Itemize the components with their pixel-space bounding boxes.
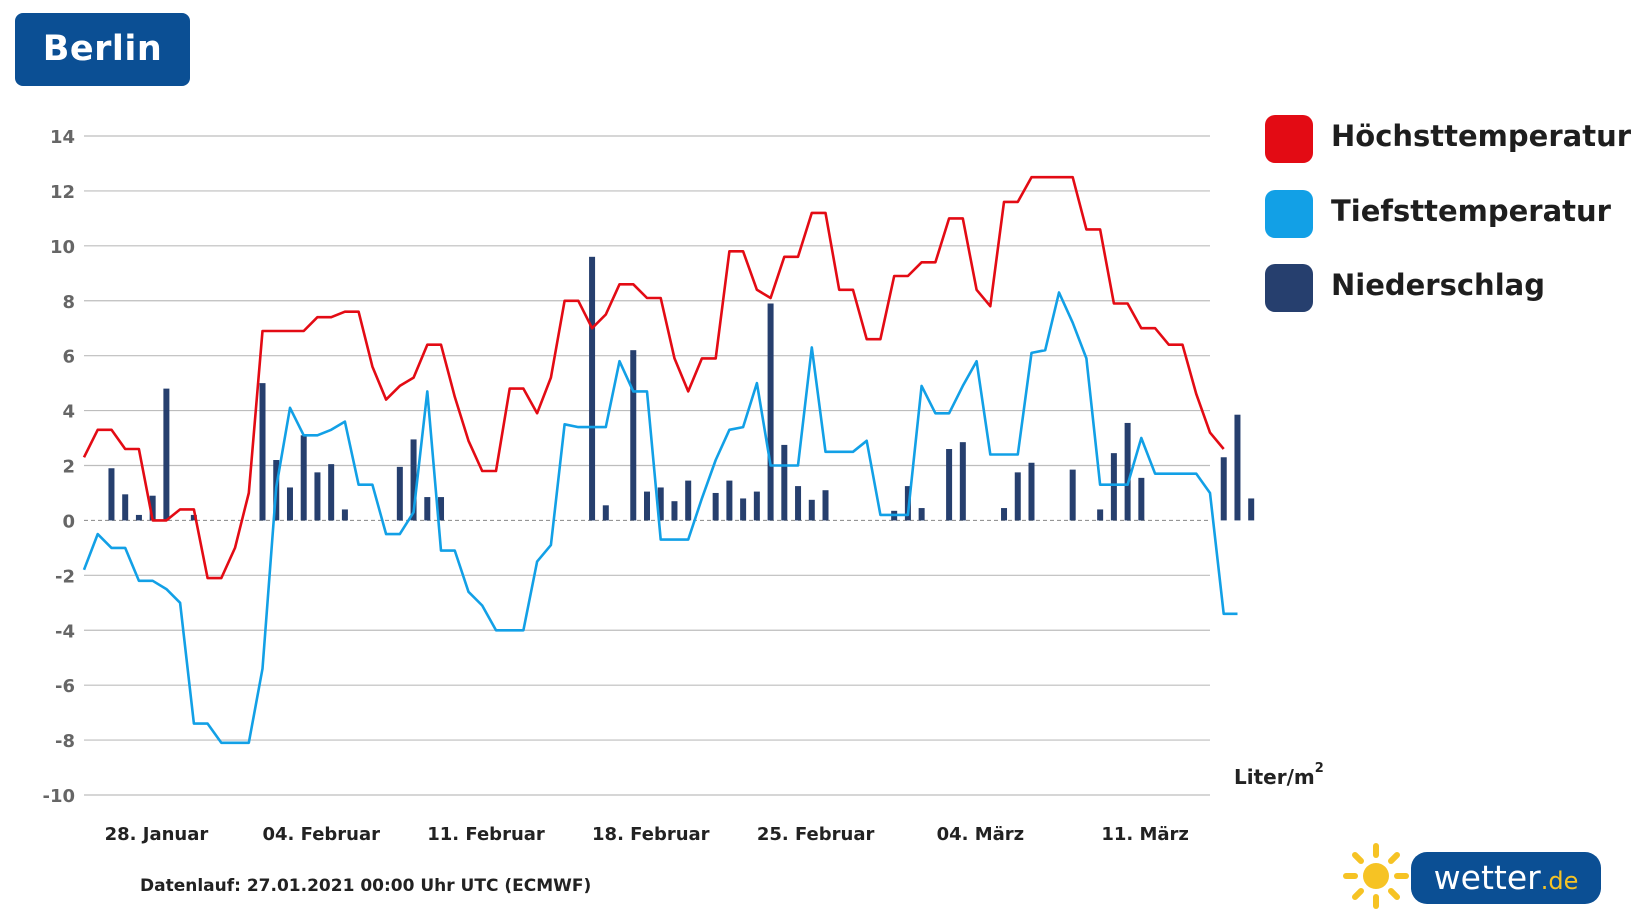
temperature-lines (82, 175, 1238, 745)
legend-label: Tiefsttemperatur (1331, 194, 1611, 228)
data-run-footnote: Datenlauf: 27.01.2021 00:00 Uhr UTC (ECM… (140, 876, 592, 896)
tiefsttemperatur-line (82, 291, 1238, 745)
legend-label: Niederschlag (1331, 268, 1545, 302)
precipitation-bar (781, 444, 788, 521)
precipitation-bar (341, 509, 348, 521)
legend-swatch-hoechsttemperatur (1265, 115, 1313, 163)
x-tick-label: 28. Januar (105, 824, 209, 845)
precipitation-bar (753, 491, 760, 521)
y-tick-label: -8 (55, 731, 75, 752)
y-axis-ticks: -10 -8 -6 -4 -2 0 2 4 6 8 10 12 14 (42, 127, 75, 807)
x-tick-label: 18. Februar (592, 824, 710, 845)
y-tick-label: 2 (62, 457, 75, 478)
precipitation-bar (1110, 453, 1117, 521)
precipitation-bar (602, 505, 609, 521)
hoechsttemperatur-line (82, 175, 1225, 580)
y-tick-label: -2 (55, 566, 75, 587)
precipitation-bar (163, 388, 170, 521)
legend-swatch-niederschlag (1265, 264, 1313, 312)
precipitation-bar (1097, 509, 1104, 521)
x-tick-label: 25. Februar (757, 824, 875, 845)
precipitation-bar (135, 514, 142, 521)
precipitation-bar (424, 497, 431, 521)
precipitation-bar (946, 449, 953, 521)
precipitation-bar (1220, 457, 1227, 521)
y-tick-label: 10 (50, 237, 75, 258)
precipitation-bar (644, 491, 650, 521)
y-tick-label: 8 (62, 292, 75, 313)
sun-icon (1343, 843, 1409, 909)
legend-swatch-tiefsttemperatur (1265, 190, 1313, 238)
precipitation-bar (328, 464, 335, 521)
precipitation-bar (767, 303, 774, 521)
y-tick-label: -4 (55, 621, 75, 642)
precipitation-bar (314, 472, 321, 521)
precipitation-bar (918, 508, 925, 521)
precipitation-bar (108, 468, 115, 521)
page-title: Berlin (15, 13, 190, 86)
precipitation-bar (726, 480, 733, 521)
precipitation-bar (822, 490, 829, 521)
y-tick-label: -10 (42, 786, 75, 807)
precipitation-bar (671, 501, 678, 521)
precipitation-bar (259, 383, 266, 521)
precipitation-bar (1028, 462, 1035, 521)
precipitation-bar (1138, 477, 1145, 521)
legend-label: Höchsttemperatur (1331, 119, 1632, 153)
precipitation-bar (438, 497, 445, 521)
precipitation-bar (300, 435, 307, 521)
y-tick-label: 6 (62, 347, 75, 368)
logo-wordmark: wetter.de (1411, 852, 1601, 904)
precipitation-bar (286, 487, 293, 521)
x-tick-label: 04. Februar (262, 824, 380, 845)
y-tick-label: 0 (62, 511, 75, 532)
precipitation-bar (685, 480, 692, 521)
x-tick-label: 11. Februar (427, 824, 545, 845)
precipitation-bar (1248, 498, 1255, 521)
grid (84, 135, 1210, 796)
precipitation-bar (808, 499, 815, 521)
precipitation-bar (396, 466, 403, 521)
precipitation-bar (190, 514, 197, 521)
x-tick-label: 04. März (937, 824, 1025, 845)
precipitation-bar (1001, 508, 1008, 521)
precipitation-bar (1124, 422, 1131, 521)
precipitation-bar (1014, 472, 1021, 521)
x-tick-label: 11. März (1101, 824, 1189, 845)
y-tick-label: -6 (55, 676, 75, 697)
y-tick-label: 4 (62, 402, 75, 423)
precipitation-bar (1234, 414, 1241, 521)
precipitation-bar (589, 256, 596, 521)
y-tick-label: 12 (50, 182, 75, 203)
precipitation-bar (410, 439, 417, 521)
wetter-de-logo[interactable]: wetter.de (1343, 843, 1607, 909)
precipitation-unit-label: Liter/m2 (1234, 761, 1324, 789)
precipitation-bar (740, 498, 747, 521)
y-tick-label: 14 (50, 127, 75, 148)
precipitation-bar (1069, 469, 1076, 521)
precipitation-bar (149, 495, 156, 521)
precipitation-bar (657, 487, 664, 521)
precipitation-bar (712, 492, 719, 521)
precipitation-bars (108, 256, 1255, 521)
precipitation-bar (795, 486, 802, 521)
precipitation-bar (630, 350, 637, 521)
x-axis-ticks: 28. Januar 04. Februar 11. Februar 18. Febr… (105, 824, 1189, 845)
precipitation-bar (959, 442, 966, 521)
precipitation-bar (122, 494, 129, 521)
